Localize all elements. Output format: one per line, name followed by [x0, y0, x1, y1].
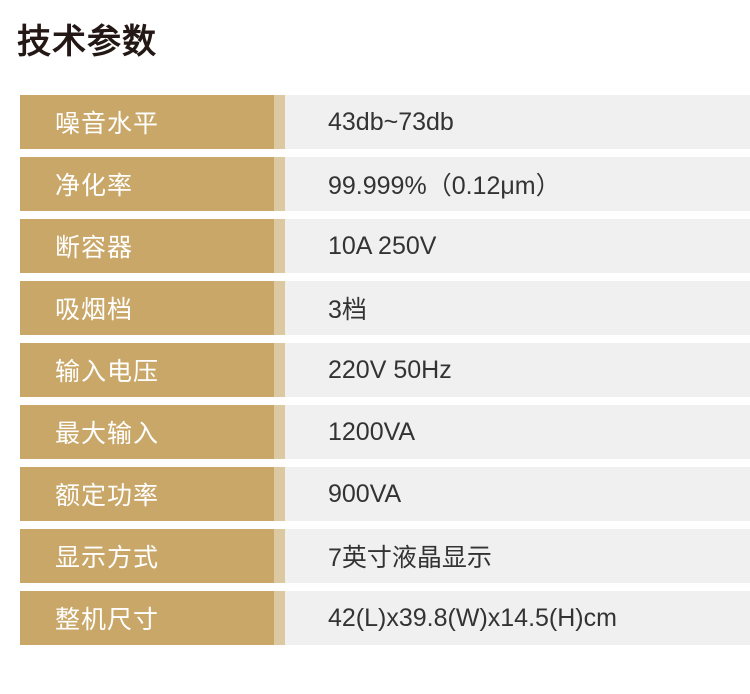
- spec-label-cell: 最大输入: [20, 405, 274, 459]
- spec-label-cell: 额定功率: [20, 467, 274, 521]
- spec-label: 断容器: [55, 234, 134, 262]
- spec-label: 额定功率: [55, 482, 160, 510]
- spec-value: 1200VA: [328, 417, 416, 446]
- page-title: 技术参数: [17, 23, 157, 61]
- cell-separator: [274, 591, 285, 645]
- spec-label: 整机尺寸: [55, 606, 160, 634]
- table-row: 净化率 99.999%（0.12μm）: [20, 157, 750, 211]
- spec-value: 99.999%（0.12μm）: [328, 172, 561, 200]
- spec-value-cell: 900VA: [285, 467, 750, 521]
- cell-separator: [274, 281, 285, 335]
- spec-value-cell: 42(L)x39.8(W)x14.5(H)cm: [285, 591, 750, 645]
- spec-label-cell: 净化率: [20, 157, 274, 211]
- spec-value-cell: 3档: [285, 281, 750, 335]
- spec-label-cell: 显示方式: [20, 529, 274, 583]
- spec-value-cell: 99.999%（0.12μm）: [285, 157, 750, 211]
- table-row: 最大输入 1200VA: [20, 405, 750, 459]
- cell-separator: [274, 405, 285, 459]
- cell-separator: [274, 219, 285, 273]
- spec-value-cell: 7英寸液晶显示: [285, 529, 750, 583]
- spec-label: 吸烟档: [55, 296, 134, 324]
- spec-value: 900VA: [328, 479, 402, 508]
- spec-label: 最大输入: [55, 420, 160, 448]
- cell-separator: [274, 343, 285, 397]
- table-row: 整机尺寸 42(L)x39.8(W)x14.5(H)cm: [20, 591, 750, 645]
- spec-label: 净化率: [55, 172, 134, 200]
- spec-label: 噪音水平: [55, 110, 160, 138]
- table-row: 噪音水平 43db~73db: [20, 95, 750, 149]
- cell-separator: [274, 467, 285, 521]
- spec-label: 显示方式: [55, 544, 160, 572]
- spec-value: 43db~73db: [328, 107, 454, 136]
- cell-separator: [274, 157, 285, 211]
- table-row: 输入电压 220V 50Hz: [20, 343, 750, 397]
- spec-value: 10A 250V: [328, 231, 437, 260]
- table-row: 显示方式 7英寸液晶显示: [20, 529, 750, 583]
- spec-value: 3档: [328, 296, 367, 324]
- cell-separator: [274, 529, 285, 583]
- spec-label-cell: 断容器: [20, 219, 274, 273]
- spec-value-cell: 10A 250V: [285, 219, 750, 273]
- spec-value: 220V 50Hz: [328, 355, 452, 384]
- spec-value: 42(L)x39.8(W)x14.5(H)cm: [328, 603, 617, 632]
- table-row: 额定功率 900VA: [20, 467, 750, 521]
- spec-label-cell: 噪音水平: [20, 95, 274, 149]
- spec-value: 7英寸液晶显示: [328, 544, 492, 572]
- spec-value-cell: 43db~73db: [285, 95, 750, 149]
- spec-value-cell: 1200VA: [285, 405, 750, 459]
- spec-value-cell: 220V 50Hz: [285, 343, 750, 397]
- spec-label-cell: 输入电压: [20, 343, 274, 397]
- cell-separator: [274, 95, 285, 149]
- spec-label: 输入电压: [55, 358, 160, 386]
- spec-table: 噪音水平 43db~73db 净化率 99.999%（0.12μm） 断容器 1…: [20, 95, 750, 645]
- spec-label-cell: 吸烟档: [20, 281, 274, 335]
- table-row: 吸烟档 3档: [20, 281, 750, 335]
- spec-label-cell: 整机尺寸: [20, 591, 274, 645]
- table-row: 断容器 10A 250V: [20, 219, 750, 273]
